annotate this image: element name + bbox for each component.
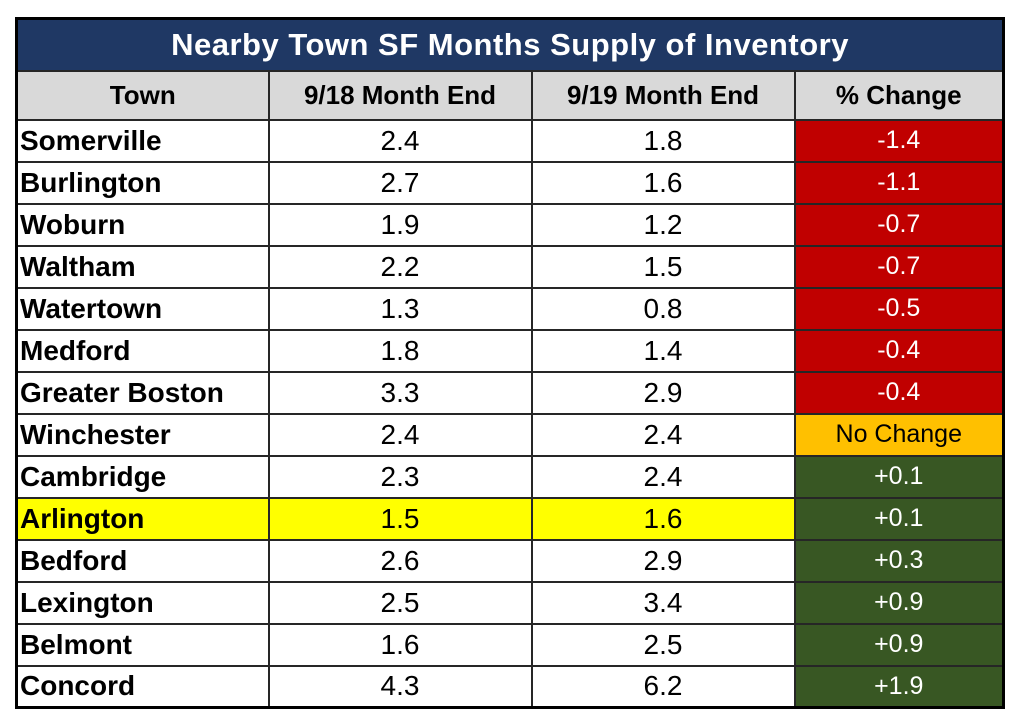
change-cell: No Change: [793, 412, 1005, 457]
value-919-cell: 6.2: [530, 664, 796, 709]
town-cell: Somerville: [15, 118, 270, 163]
town-cell: Bedford: [15, 538, 270, 583]
inventory-table: Nearby Town SF Months Supply of Inventor…: [15, 17, 1006, 709]
town-cell: Arlington: [15, 496, 270, 541]
table-row: Winchester 2.4 2.4 No Change: [15, 412, 1005, 457]
value-919-cell: 0.8: [530, 286, 796, 331]
change-cell: +0.9: [793, 580, 1005, 625]
table-row: Bedford 2.6 2.9 +0.3: [15, 538, 1005, 583]
value-918-cell: 1.8: [267, 328, 533, 373]
town-cell: Cambridge: [15, 454, 270, 499]
col-header-pct-change: % Change: [793, 69, 1005, 121]
value-919-cell: 1.8: [530, 118, 796, 163]
town-cell: Belmont: [15, 622, 270, 667]
change-cell: +0.1: [793, 454, 1005, 499]
value-919-cell: 1.2: [530, 202, 796, 247]
table-row: Arlington 1.5 1.6 +0.1: [15, 496, 1005, 541]
table-row: Lexington 2.5 3.4 +0.9: [15, 580, 1005, 625]
town-cell: Medford: [15, 328, 270, 373]
value-919-cell: 2.5: [530, 622, 796, 667]
change-cell: +0.1: [793, 496, 1005, 541]
table-row: Somerville 2.4 1.8 -1.4: [15, 118, 1005, 163]
change-cell: -0.4: [793, 328, 1005, 373]
town-cell: Lexington: [15, 580, 270, 625]
value-918-cell: 1.6: [267, 622, 533, 667]
column-header-row: Town 9/18 Month End 9/19 Month End % Cha…: [15, 69, 1005, 121]
value-919-cell: 2.4: [530, 412, 796, 457]
table-row: Greater Boston 3.3 2.9 -0.4: [15, 370, 1005, 415]
change-cell: -0.4: [793, 370, 1005, 415]
table-row: Waltham 2.2 1.5 -0.7: [15, 244, 1005, 289]
table-row: Belmont 1.6 2.5 +0.9: [15, 622, 1005, 667]
change-cell: -1.4: [793, 118, 1005, 163]
col-header-town: Town: [15, 69, 270, 121]
value-919-cell: 2.9: [530, 370, 796, 415]
value-918-cell: 2.6: [267, 538, 533, 583]
value-918-cell: 2.2: [267, 244, 533, 289]
value-918-cell: 2.4: [267, 412, 533, 457]
table-row: Concord 4.3 6.2 +1.9: [15, 664, 1005, 709]
town-cell: Burlington: [15, 160, 270, 205]
value-919-cell: 1.6: [530, 496, 796, 541]
table-body: Somerville 2.4 1.8 -1.4 Burlington 2.7 1…: [15, 118, 1005, 709]
value-919-cell: 1.6: [530, 160, 796, 205]
value-918-cell: 1.3: [267, 286, 533, 331]
town-cell: Watertown: [15, 286, 270, 331]
town-cell: Concord: [15, 664, 270, 709]
table-row: Watertown 1.3 0.8 -0.5: [15, 286, 1005, 331]
value-919-cell: 3.4: [530, 580, 796, 625]
value-918-cell: 4.3: [267, 664, 533, 709]
table-row: Cambridge 2.3 2.4 +0.1: [15, 454, 1005, 499]
value-919-cell: 1.4: [530, 328, 796, 373]
change-cell: -1.1: [793, 160, 1005, 205]
value-918-cell: 2.4: [267, 118, 533, 163]
table-row: Woburn 1.9 1.2 -0.7: [15, 202, 1005, 247]
value-919-cell: 2.4: [530, 454, 796, 499]
town-cell: Winchester: [15, 412, 270, 457]
town-cell: Woburn: [15, 202, 270, 247]
table-title: Nearby Town SF Months Supply of Inventor…: [15, 17, 1005, 72]
col-header-918: 9/18 Month End: [267, 69, 533, 121]
change-cell: -0.5: [793, 286, 1005, 331]
value-918-cell: 2.5: [267, 580, 533, 625]
change-cell: -0.7: [793, 244, 1005, 289]
change-cell: +0.9: [793, 622, 1005, 667]
col-header-919: 9/19 Month End: [530, 69, 796, 121]
value-918-cell: 3.3: [267, 370, 533, 415]
value-918-cell: 1.5: [267, 496, 533, 541]
table-row: Medford 1.8 1.4 -0.4: [15, 328, 1005, 373]
town-cell: Greater Boston: [15, 370, 270, 415]
change-cell: +0.3: [793, 538, 1005, 583]
town-cell: Waltham: [15, 244, 270, 289]
value-919-cell: 1.5: [530, 244, 796, 289]
value-919-cell: 2.9: [530, 538, 796, 583]
value-918-cell: 2.3: [267, 454, 533, 499]
table-row: Burlington 2.7 1.6 -1.1: [15, 160, 1005, 205]
value-918-cell: 1.9: [267, 202, 533, 247]
title-row: Nearby Town SF Months Supply of Inventor…: [15, 17, 1005, 72]
value-918-cell: 2.7: [267, 160, 533, 205]
change-cell: -0.7: [793, 202, 1005, 247]
change-cell: +1.9: [793, 664, 1005, 709]
